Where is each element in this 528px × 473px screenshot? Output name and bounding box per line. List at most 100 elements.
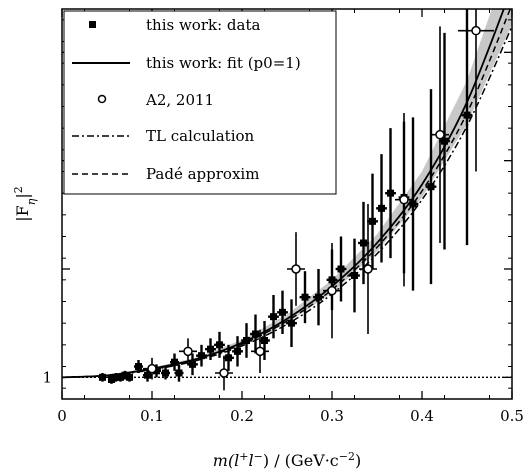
square-marker — [270, 313, 277, 321]
legend-label-tl: TL calculation — [146, 127, 255, 145]
circle-marker — [147, 363, 157, 374]
square-marker — [216, 341, 223, 349]
data-point — [277, 290, 288, 334]
square-marker — [261, 337, 268, 344]
x-tick-label: 0.2 — [230, 407, 254, 425]
circle-marker — [399, 194, 409, 205]
data-point — [134, 360, 143, 373]
square-marker — [252, 330, 259, 338]
curve-layer — [62, 9, 512, 379]
square-marker — [337, 265, 345, 273]
square-marker — [162, 369, 169, 377]
a2-point — [179, 338, 197, 365]
a2-point — [215, 355, 233, 391]
data-point — [170, 353, 179, 371]
data-point — [425, 89, 437, 285]
data-point — [214, 331, 225, 358]
data-point — [259, 321, 270, 360]
a2-point — [359, 204, 377, 334]
square-marker — [441, 137, 448, 145]
data-point — [313, 269, 324, 326]
square-marker — [409, 200, 417, 208]
square-marker — [126, 373, 133, 381]
square-marker — [234, 347, 241, 355]
data-point — [376, 154, 387, 263]
square-marker — [175, 369, 183, 377]
x-tick-label: 0 — [57, 407, 67, 425]
points-layer — [98, 9, 494, 391]
data-point — [174, 364, 184, 382]
legend-marker-circle — [97, 94, 107, 104]
legend-entry-tl: TL calculation — [72, 127, 255, 145]
x-tick-label: 0.1 — [140, 407, 164, 425]
square-marker — [108, 376, 115, 383]
square-marker — [360, 239, 367, 247]
square-marker — [135, 363, 142, 370]
square-marker — [463, 111, 471, 119]
data-point — [161, 366, 170, 380]
a2-point — [287, 232, 305, 306]
square-marker — [301, 293, 309, 301]
circle-marker — [363, 264, 373, 274]
legend-label-fit: this work: fit (p0=1) — [146, 54, 301, 72]
x-tick-label: 0.3 — [320, 407, 344, 425]
legend-label-data: this work: data — [146, 16, 260, 34]
circle-marker — [471, 25, 481, 36]
data-point — [299, 271, 311, 324]
data-point — [196, 344, 207, 367]
legend-entry-data: this work: data — [89, 16, 260, 34]
data-point — [223, 344, 234, 371]
data-point — [250, 314, 261, 354]
square-marker — [351, 272, 358, 279]
square-marker — [387, 189, 394, 197]
legend-label-a2: A2, 2011 — [145, 91, 214, 109]
data-point — [407, 117, 419, 291]
data-point — [143, 368, 152, 382]
a2-point — [395, 113, 413, 287]
square-marker — [207, 345, 214, 353]
data-point — [367, 173, 378, 269]
y-axis-label: |Fη|2 — [12, 186, 38, 221]
square-marker — [369, 217, 376, 225]
data-point — [268, 295, 279, 339]
square-marker — [225, 354, 232, 362]
data-point — [461, 9, 473, 246]
legend-label-pade: Padé approxim — [146, 165, 259, 183]
x-tick-label: 0.4 — [410, 407, 434, 425]
fit-uncertainty-band — [62, 9, 512, 378]
square-marker — [144, 371, 151, 379]
x-axis-label: m(l+l−) / (GeV·c−2) — [213, 450, 361, 471]
circle-marker — [435, 129, 445, 140]
circle-marker — [219, 368, 229, 378]
square-marker — [279, 308, 286, 316]
data-point — [335, 236, 347, 302]
data-point — [98, 373, 107, 382]
data-point — [439, 32, 450, 250]
a2-point — [431, 26, 449, 243]
data-point — [241, 323, 252, 358]
square-marker — [153, 367, 160, 375]
square-marker — [427, 183, 435, 191]
y-tick-label: 1 — [42, 368, 52, 386]
data-point — [286, 299, 297, 347]
data-point — [232, 336, 243, 367]
square-marker — [189, 360, 196, 368]
square-marker — [121, 371, 129, 379]
square-marker — [99, 373, 106, 381]
curve-dash-dot — [62, 26, 512, 379]
legend-entry-fit: this work: fit (p0=1) — [72, 54, 301, 72]
data-point — [205, 338, 216, 360]
data-point — [385, 128, 396, 259]
legend-marker-square — [89, 21, 96, 28]
square-marker — [288, 319, 295, 327]
ticks-layer: 0 0.1 0.2 0.3 0.4 0.5 1 — [42, 9, 524, 425]
square-marker — [171, 358, 178, 366]
circle-marker — [255, 346, 265, 357]
legend-entry-a2: A2, 2011 — [97, 91, 214, 109]
curve-dashed — [62, 9, 512, 379]
legend-box — [63, 10, 337, 195]
square-marker — [315, 293, 322, 301]
square-marker — [117, 373, 124, 381]
plot-frame — [61, 8, 513, 400]
